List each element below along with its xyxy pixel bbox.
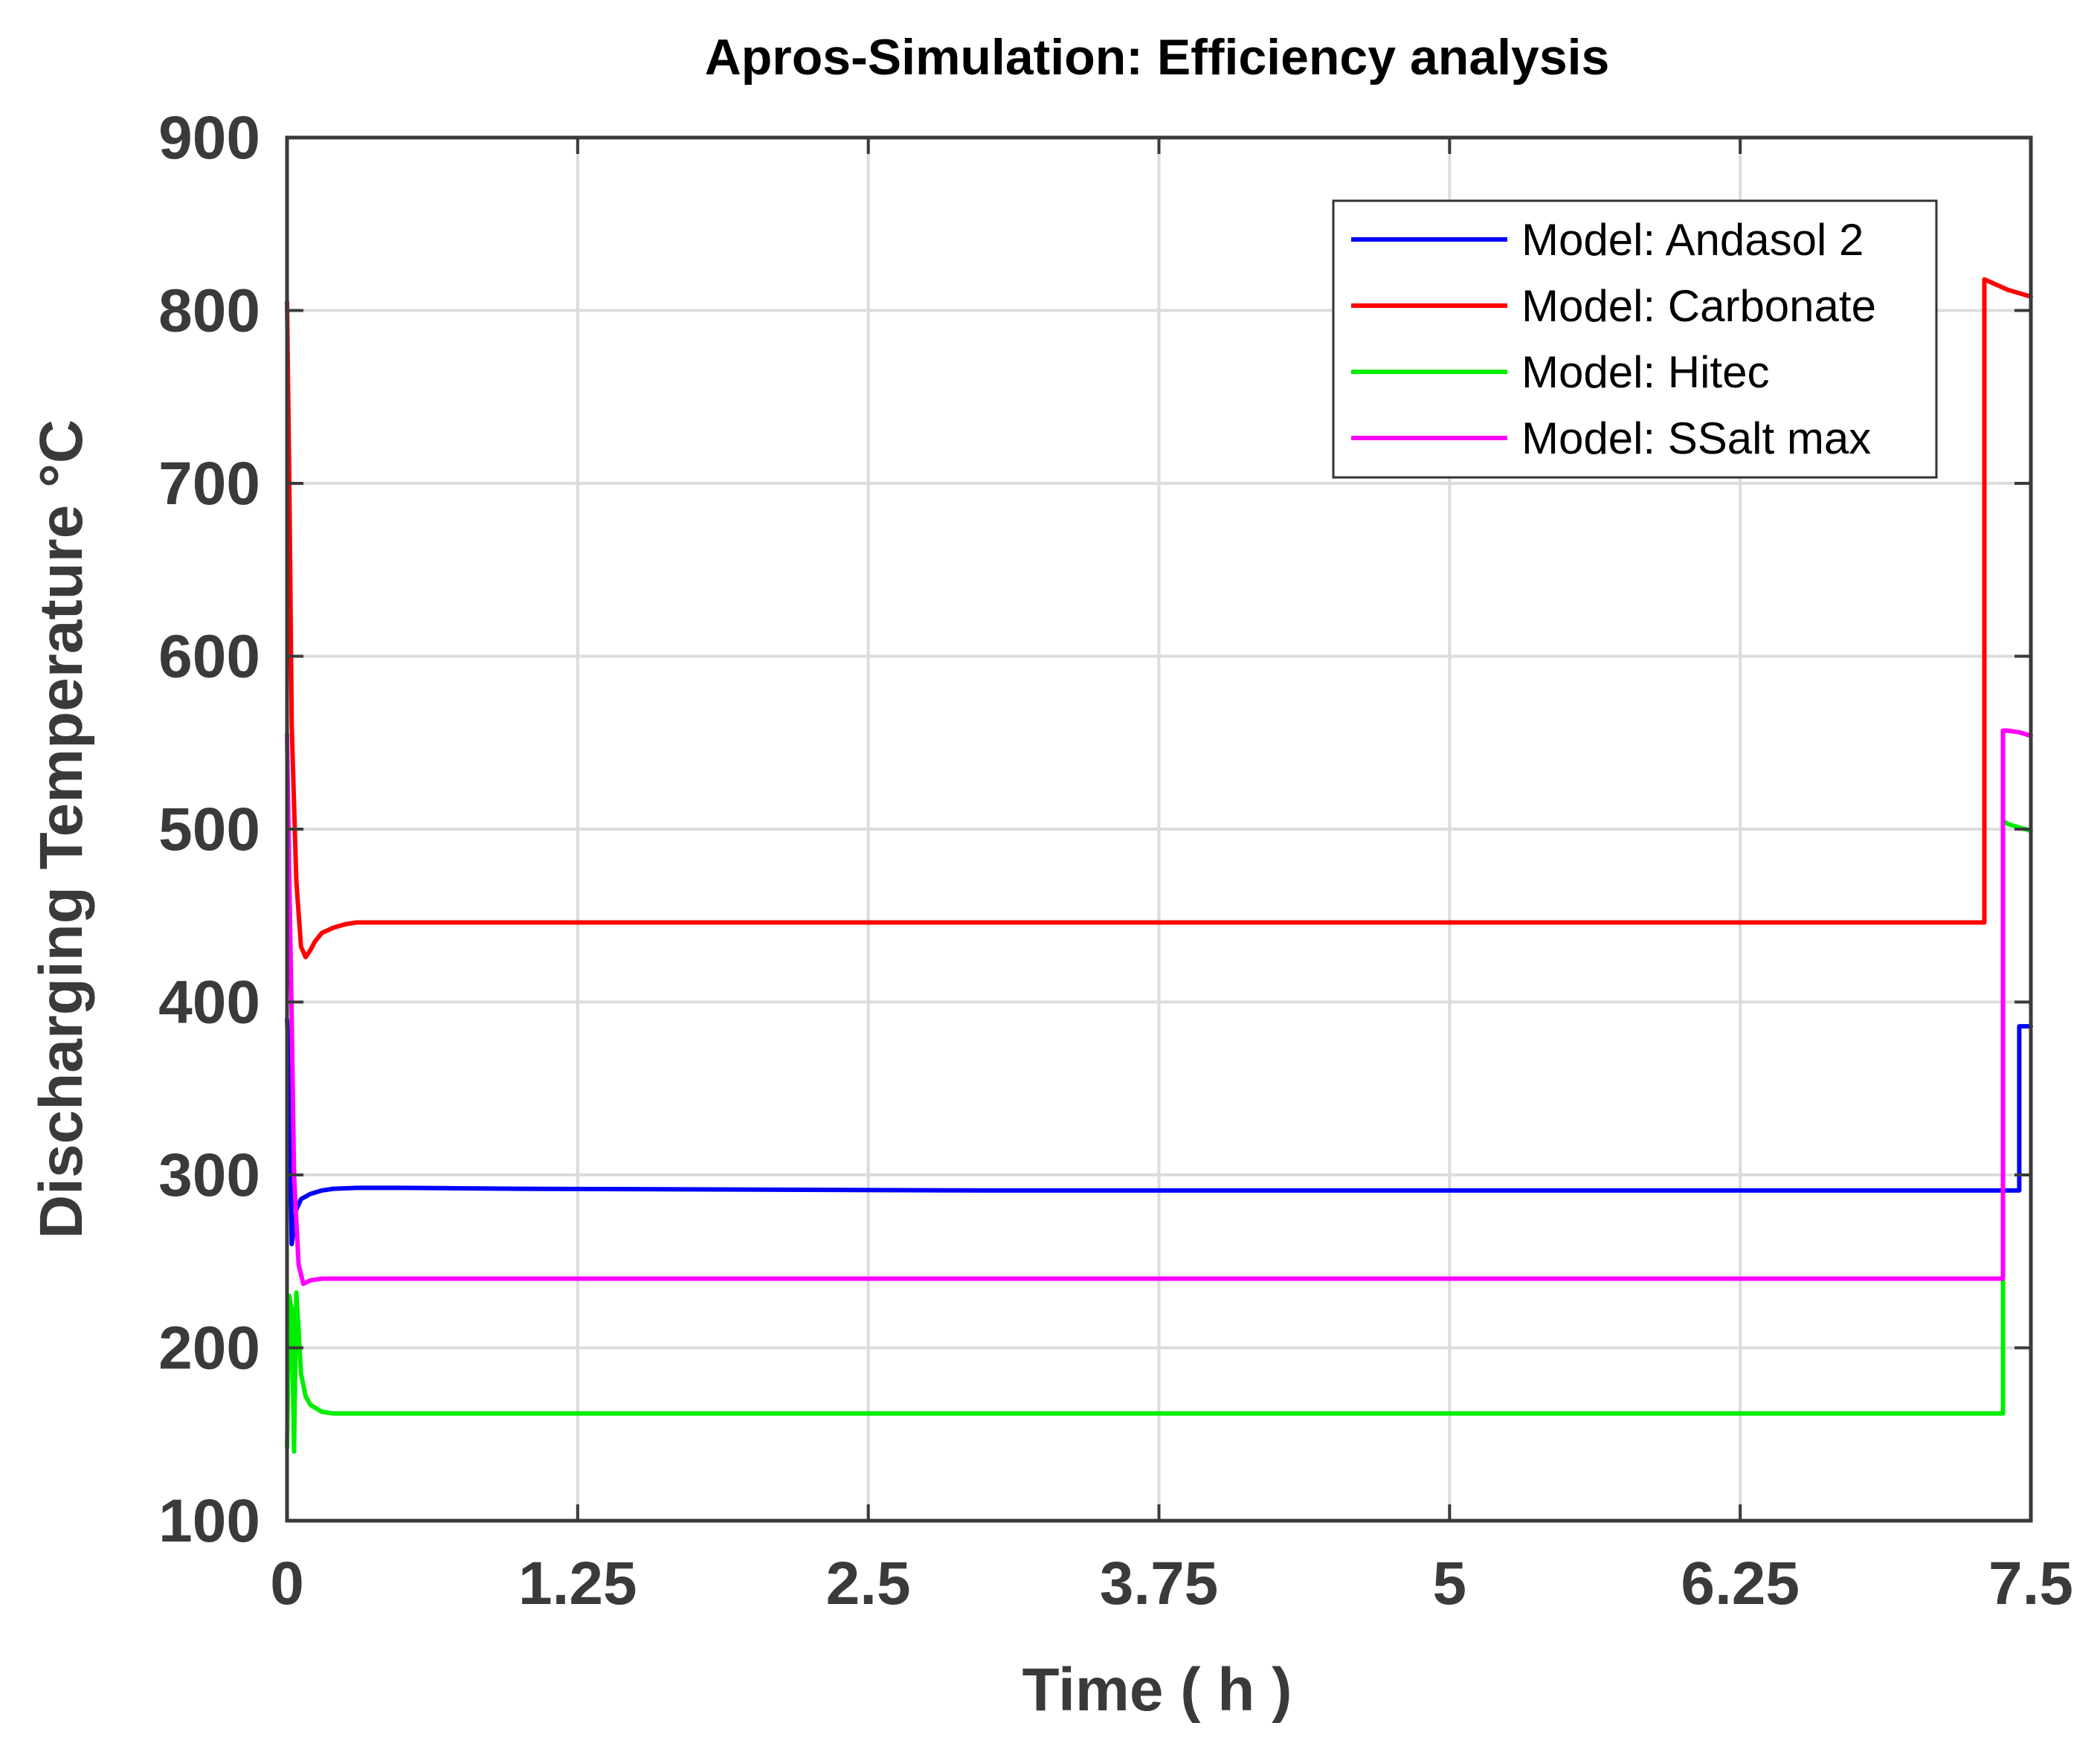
y-axis-label: Discharging Temperature °C: [28, 419, 95, 1239]
y-tick-label: 600: [158, 623, 260, 691]
y-tick-label: 800: [158, 277, 260, 345]
y-tick-label: 900: [158, 104, 260, 172]
grid: [287, 138, 2031, 1521]
y-tick-label: 300: [158, 1141, 260, 1209]
axis-ticks: [286, 136, 2032, 1522]
x-tick-labels: 0 1.25 2.5 3.75 5 6.25 7.5: [270, 1550, 2073, 1617]
x-axis-label: Time ( h ): [1022, 1656, 1292, 1724]
chart-title: Apros-Simulation: Efficiency analysis: [705, 29, 1610, 86]
series-line-model-carbonate: [285, 277, 2033, 960]
legend-box: [1332, 199, 1938, 479]
y-tick-label: 700: [158, 450, 260, 518]
y-tick-label: 400: [158, 969, 260, 1037]
x-tick-label: 1.25: [518, 1550, 637, 1617]
legend: Model: Andasol 2 Model: Carbonate Model: H…: [1332, 199, 1938, 479]
x-tick-label: 5: [1433, 1550, 1467, 1617]
x-tick-label: 7.5: [1988, 1550, 2073, 1617]
x-tick-label: 3.75: [1100, 1550, 1219, 1617]
y-tick-label: 500: [158, 796, 260, 863]
legend-label-model-carbonate: Model: Carbonate: [1521, 281, 1876, 331]
x-tick-label: 0: [270, 1550, 304, 1617]
y-tick-label: 200: [158, 1315, 260, 1382]
x-tick-label: 6.25: [1681, 1550, 1800, 1617]
y-tick-labels: 100 200 300 400 500 600 700 800 900: [158, 104, 260, 1555]
y-tick-label: 100: [158, 1487, 260, 1555]
legend-label-model-hitec: Model: Hitec: [1521, 347, 1769, 397]
x-tick-label: 2.5: [826, 1550, 911, 1617]
legend-label-model-andasol-2: Model: Andasol 2: [1521, 215, 1864, 265]
legend-label-model-ssalt-max: Model: SSalt max: [1521, 413, 1871, 463]
